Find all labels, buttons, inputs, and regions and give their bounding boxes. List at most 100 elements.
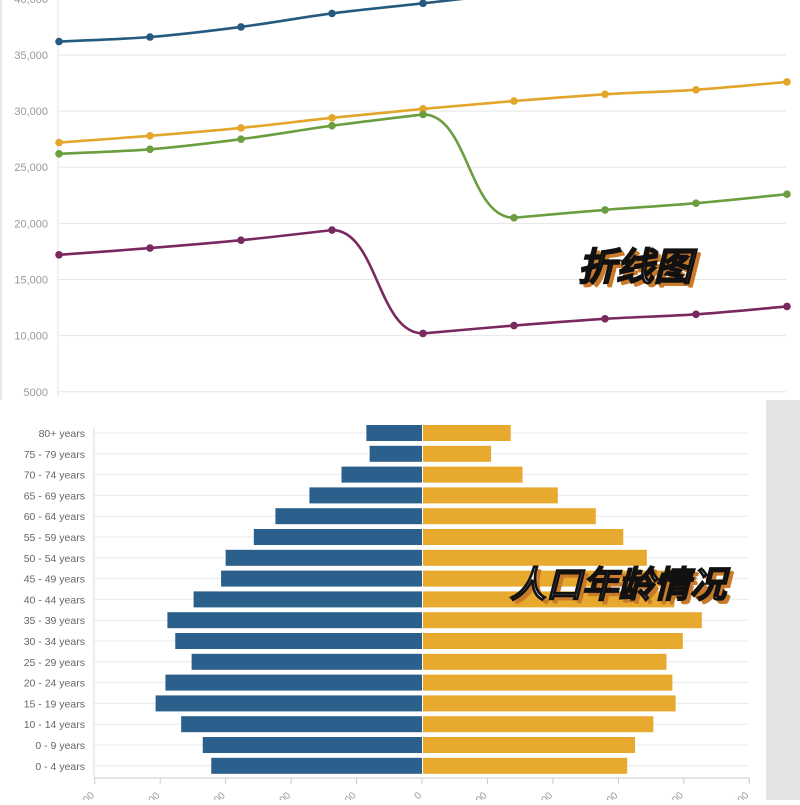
x-tick-label: -200 (271, 790, 293, 800)
data-point (601, 206, 609, 214)
category-label: 65 - 69 years (24, 490, 85, 502)
category-label: 15 - 19 years (24, 698, 85, 710)
data-point (237, 124, 245, 132)
panel-edge (766, 400, 800, 800)
data-point (601, 90, 609, 99)
bar-left (253, 529, 422, 545)
y-tick-label: 10,000 (14, 331, 48, 343)
bar-right (423, 757, 628, 774)
bar-left (191, 653, 422, 670)
bar-left (309, 487, 422, 504)
y-tick-label: 5000 (24, 387, 48, 399)
data-point (55, 149, 63, 158)
population-pyramid-chart: 80+ years 75 - 79 years 70 - 74 years 65 - … (24, 425, 752, 805)
bar-right (423, 549, 647, 566)
data-point (601, 315, 609, 323)
bar-right (423, 466, 523, 483)
category-label: 75 - 79 years (24, 449, 85, 461)
data-point (146, 145, 154, 154)
line-chart-overlay-title: 折线图 (577, 244, 693, 290)
bar-right (423, 674, 673, 691)
bar-right (423, 487, 558, 504)
category-label: 45 - 49 years (24, 574, 85, 586)
series-line-3 (58, 113, 788, 220)
y-tick-label: 40,000 (14, 0, 48, 6)
bar-right (423, 612, 702, 629)
data-point (237, 135, 245, 143)
category-label: 50 - 54 years (24, 553, 85, 565)
category-label: 25 - 29 years (24, 657, 85, 669)
data-point (692, 85, 700, 94)
category-label: 55 - 59 years (24, 532, 85, 544)
y-tick-label: 20,000 (14, 218, 48, 230)
x-tick-label: 400 (666, 790, 686, 800)
data-point (510, 97, 518, 105)
bar-right (423, 695, 676, 712)
data-point (328, 114, 336, 122)
category-label: 10 - 14 years (24, 719, 85, 731)
bar-left (225, 549, 422, 566)
y-tick-label: 25,000 (14, 162, 48, 174)
bar-left (366, 425, 422, 441)
bar-left (275, 508, 422, 525)
data-point (692, 199, 700, 207)
data-point (55, 251, 63, 259)
bar-left (181, 716, 422, 733)
bar-left (175, 633, 422, 649)
data-point (510, 321, 518, 330)
data-point (692, 310, 700, 319)
y-tick-label: 30,000 (14, 106, 48, 118)
category-label: 35 - 39 years (24, 615, 85, 627)
data-point (419, 0, 427, 8)
x-tick-label: 0 (412, 790, 424, 800)
data-point (328, 226, 336, 234)
bar-right (423, 570, 683, 587)
data-point (783, 190, 791, 198)
bar-left (193, 591, 422, 608)
bar-right (423, 633, 683, 649)
bar-right (423, 529, 624, 545)
bar-left (155, 695, 422, 712)
category-label: 40 - 44 years (24, 594, 85, 606)
data-point (237, 236, 245, 245)
data-point (783, 78, 791, 86)
x-tick-label: 100 (470, 790, 490, 800)
data-point (328, 9, 336, 18)
bar-right (423, 653, 667, 670)
x-tick-label: -300 (206, 790, 228, 800)
category-label: 70 - 74 years (24, 470, 85, 482)
data-point (55, 37, 63, 46)
x-tick-label: 500 (732, 790, 752, 800)
bar-left (341, 466, 422, 483)
data-point (419, 329, 427, 338)
bar-right (423, 508, 596, 525)
bar-right (423, 591, 675, 608)
data-point (146, 244, 154, 252)
data-point (237, 23, 245, 31)
population-pyramid-panel: 80+ years 75 - 79 years 70 - 74 years 65 - … (0, 400, 800, 805)
bar-left (167, 612, 422, 629)
data-point (419, 105, 427, 113)
category-label: 80+ years (39, 428, 85, 440)
bar-right (423, 737, 636, 753)
pyramid-overlay-title: 人口年龄情况 (509, 564, 727, 607)
data-point (146, 33, 154, 41)
bar-left (202, 737, 422, 753)
bar-right (423, 445, 492, 462)
category-label: 0 - 9 years (35, 740, 85, 752)
bar-left (369, 445, 422, 462)
category-label: 20 - 24 years (24, 678, 85, 690)
data-point (55, 138, 63, 147)
data-point (419, 110, 427, 119)
bar-left (211, 757, 422, 774)
category-label: 30 - 34 years (24, 636, 85, 648)
x-tick-label: -500 (75, 790, 97, 800)
bar-left (221, 570, 422, 587)
category-label: 60 - 64 years (24, 511, 85, 523)
x-tick-label: -100 (337, 790, 359, 800)
bar-right (423, 716, 654, 733)
x-tick-label: 200 (535, 790, 555, 800)
bar-left (165, 674, 422, 691)
line-chart-panel: 40,000 35,000 30,000 25,000 20,000 15,000 10,0… (0, 0, 800, 400)
data-point (510, 213, 518, 222)
